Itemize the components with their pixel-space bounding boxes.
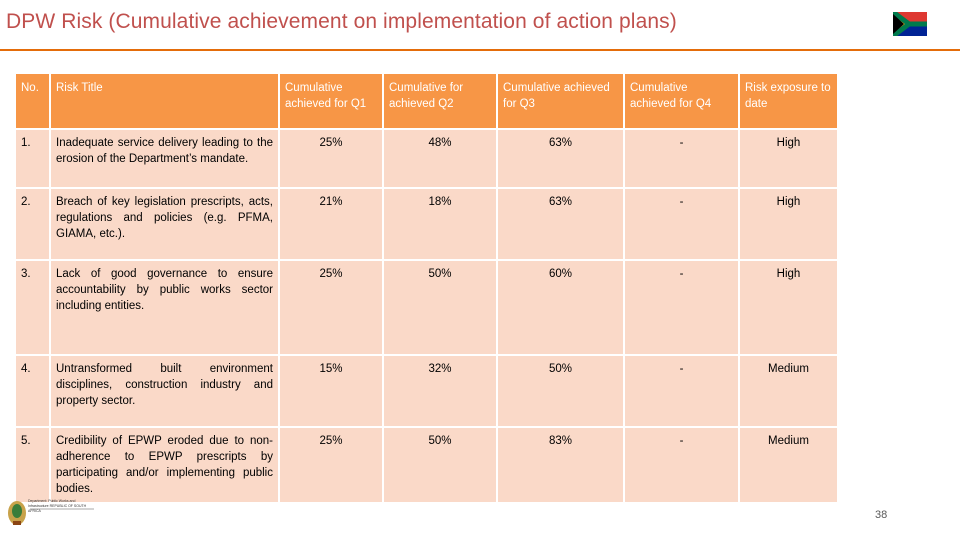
row-number: 2. bbox=[16, 189, 49, 259]
table-row: 1. Inadequate service delivery leading t… bbox=[16, 130, 837, 187]
q4-value: - bbox=[625, 189, 738, 259]
table-row: 2. Breach of key legislation prescripts,… bbox=[16, 189, 837, 259]
risk-title: Credibility of EPWP eroded due to non-ad… bbox=[51, 428, 278, 502]
risk-exposure-badge: Medium bbox=[740, 356, 837, 426]
q2-value: 18% bbox=[384, 189, 496, 259]
col-header-q4: Cumulative achieved for Q4 bbox=[625, 74, 738, 128]
q3-value: 83% bbox=[498, 428, 623, 502]
coat-of-arms-icon bbox=[8, 501, 94, 525]
col-header-exposure: Risk exposure to date bbox=[740, 74, 837, 128]
q2-value: 50% bbox=[384, 428, 496, 502]
risk-table: No. Risk Title Cumulative achieved for Q… bbox=[14, 72, 839, 504]
risk-exposure-badge: High bbox=[740, 261, 837, 354]
q3-value: 63% bbox=[498, 130, 623, 187]
risk-title: Untransformed built environment discipli… bbox=[51, 356, 278, 426]
q1-value: 15% bbox=[280, 356, 382, 426]
row-number: 5. bbox=[16, 428, 49, 502]
q1-value: 21% bbox=[280, 189, 382, 259]
col-header-q2: Cumulative for achieved Q2 bbox=[384, 74, 496, 128]
col-header-no: No. bbox=[16, 74, 49, 128]
risk-title: Breach of key legislation prescripts, ac… bbox=[51, 189, 278, 259]
department-logo-text: Department: Public Works and Infrastruct… bbox=[28, 499, 87, 513]
page-title: DPW Risk (Cumulative achievement on impl… bbox=[6, 10, 677, 33]
row-number: 1. bbox=[16, 130, 49, 187]
table-header-row: No. Risk Title Cumulative achieved for Q… bbox=[16, 74, 837, 128]
title-bar: DPW Risk (Cumulative achievement on impl… bbox=[0, 0, 960, 52]
q3-value: 50% bbox=[498, 356, 623, 426]
table-row: 4. Untransformed built environment disci… bbox=[16, 356, 837, 426]
table-row: 5. Credibility of EPWP eroded due to non… bbox=[16, 428, 837, 502]
page-number: 38 bbox=[875, 509, 888, 521]
q4-value: - bbox=[625, 130, 738, 187]
q1-value: 25% bbox=[280, 428, 382, 502]
table-row: 3. Lack of good governance to ensure acc… bbox=[16, 261, 837, 354]
risk-title: Lack of good governance to ensure accoun… bbox=[51, 261, 278, 354]
q4-value: - bbox=[625, 428, 738, 502]
q2-value: 48% bbox=[384, 130, 496, 187]
q4-value: - bbox=[625, 356, 738, 426]
risk-exposure-badge: High bbox=[740, 130, 837, 187]
q3-value: 60% bbox=[498, 261, 623, 354]
q2-value: 50% bbox=[384, 261, 496, 354]
row-number: 3. bbox=[16, 261, 49, 354]
south-africa-flag-icon bbox=[893, 12, 927, 36]
risk-title: Inadequate service delivery leading to t… bbox=[51, 130, 278, 187]
col-header-q3: Cumulative achieved for Q3 bbox=[498, 74, 623, 128]
q2-value: 32% bbox=[384, 356, 496, 426]
q1-value: 25% bbox=[280, 261, 382, 354]
q3-value: 63% bbox=[498, 189, 623, 259]
col-header-q1: Cumulative achieved for Q1 bbox=[280, 74, 382, 128]
risk-exposure-badge: High bbox=[740, 189, 837, 259]
q4-value: - bbox=[625, 261, 738, 354]
q1-value: 25% bbox=[280, 130, 382, 187]
title-underline bbox=[0, 49, 960, 51]
risk-exposure-badge: Medium bbox=[740, 428, 837, 502]
col-header-risk-title: Risk Title bbox=[51, 74, 278, 128]
row-number: 4. bbox=[16, 356, 49, 426]
